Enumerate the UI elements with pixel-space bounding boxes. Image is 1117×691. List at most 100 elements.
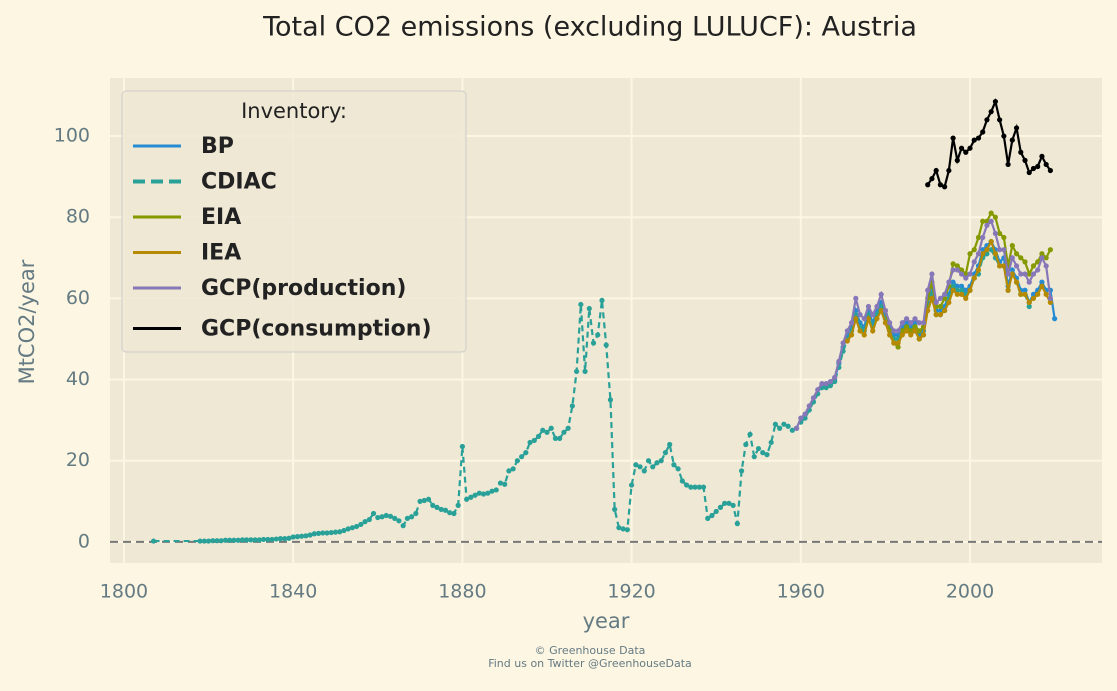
series bbox=[150, 247, 1032, 544]
point bbox=[349, 525, 355, 531]
point bbox=[633, 462, 639, 468]
point bbox=[421, 497, 427, 504]
point bbox=[599, 297, 605, 304]
point bbox=[954, 263, 960, 269]
point bbox=[455, 502, 461, 508]
point bbox=[1030, 263, 1037, 269]
point bbox=[303, 533, 309, 539]
point bbox=[1001, 263, 1007, 269]
point bbox=[874, 316, 880, 322]
series bbox=[925, 97, 1053, 190]
point bbox=[958, 291, 965, 297]
point bbox=[726, 500, 732, 506]
point bbox=[870, 312, 876, 318]
point bbox=[950, 135, 956, 141]
x-tick-label: 1880 bbox=[438, 581, 486, 603]
point bbox=[743, 441, 749, 448]
point bbox=[201, 538, 207, 544]
point bbox=[912, 324, 918, 330]
point bbox=[882, 320, 889, 326]
point bbox=[235, 537, 241, 543]
point bbox=[887, 332, 893, 338]
point bbox=[1018, 291, 1024, 297]
point bbox=[662, 450, 669, 456]
point bbox=[785, 423, 791, 429]
point bbox=[290, 534, 296, 540]
point bbox=[971, 259, 977, 265]
point bbox=[980, 129, 986, 135]
point bbox=[222, 537, 229, 543]
point bbox=[248, 537, 254, 543]
chart-title: Total CO2 emissions (excluding LULUCF): … bbox=[262, 12, 917, 43]
point bbox=[265, 536, 271, 543]
point bbox=[1047, 299, 1053, 306]
point bbox=[218, 538, 224, 544]
point bbox=[1043, 255, 1049, 261]
point bbox=[269, 536, 275, 543]
point bbox=[992, 230, 998, 237]
point bbox=[967, 287, 973, 293]
point bbox=[578, 301, 584, 308]
point bbox=[1022, 271, 1028, 277]
point bbox=[590, 340, 597, 346]
point bbox=[920, 332, 927, 338]
point bbox=[603, 342, 609, 348]
point bbox=[971, 247, 977, 253]
point bbox=[717, 504, 724, 510]
point bbox=[997, 263, 1003, 269]
point bbox=[933, 167, 939, 174]
point bbox=[1039, 153, 1045, 159]
point bbox=[544, 429, 550, 435]
point bbox=[607, 397, 614, 403]
point bbox=[1001, 247, 1007, 253]
point bbox=[798, 415, 804, 421]
legend-title: Inventory: bbox=[241, 99, 347, 123]
point bbox=[832, 374, 838, 381]
point bbox=[519, 454, 525, 460]
point bbox=[988, 210, 994, 216]
point bbox=[345, 526, 351, 532]
point bbox=[912, 328, 918, 334]
series-line bbox=[884, 211, 1052, 350]
point bbox=[286, 535, 292, 541]
point bbox=[722, 500, 728, 506]
point bbox=[823, 381, 829, 387]
point bbox=[937, 182, 944, 188]
point bbox=[464, 496, 470, 502]
point bbox=[370, 510, 377, 517]
point bbox=[210, 538, 216, 544]
point bbox=[540, 427, 546, 433]
y-tick-label: 20 bbox=[66, 449, 90, 471]
point bbox=[417, 498, 423, 504]
point bbox=[273, 536, 279, 542]
point bbox=[992, 98, 998, 105]
point bbox=[760, 450, 766, 456]
point bbox=[320, 530, 326, 536]
point bbox=[468, 494, 474, 500]
point bbox=[950, 287, 956, 293]
point bbox=[1039, 251, 1045, 257]
point bbox=[387, 513, 394, 519]
point bbox=[950, 279, 956, 285]
point bbox=[882, 307, 889, 314]
point bbox=[1013, 125, 1020, 131]
x-tick-label: 1960 bbox=[777, 581, 825, 603]
point bbox=[887, 320, 893, 326]
point bbox=[984, 117, 990, 123]
point bbox=[383, 512, 389, 519]
point bbox=[252, 537, 258, 543]
point bbox=[493, 487, 499, 493]
legend-label: BP bbox=[201, 134, 234, 159]
point bbox=[637, 464, 643, 470]
point bbox=[937, 312, 944, 318]
point bbox=[502, 481, 508, 487]
point bbox=[413, 510, 419, 517]
point bbox=[552, 435, 559, 442]
point bbox=[916, 336, 922, 342]
point bbox=[980, 234, 986, 241]
point bbox=[683, 482, 690, 488]
point bbox=[497, 480, 504, 486]
point bbox=[337, 529, 343, 535]
point bbox=[244, 537, 250, 543]
point bbox=[861, 316, 867, 322]
